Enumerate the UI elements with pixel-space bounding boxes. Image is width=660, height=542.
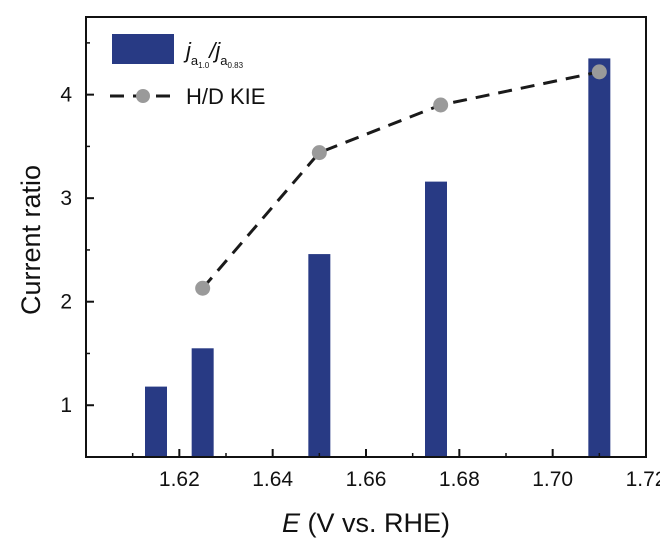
legend-kie-label: H/D KIE xyxy=(186,84,265,109)
x-tick-label: 1.64 xyxy=(252,468,293,491)
x-axis-title: E (V vs. RHE) xyxy=(282,508,450,538)
bar xyxy=(425,181,447,458)
bar xyxy=(191,348,214,457)
kie-point xyxy=(195,280,211,296)
y-tick-label: 4 xyxy=(60,84,72,107)
kie-point xyxy=(591,64,607,80)
x-tick-label: 1.68 xyxy=(439,468,480,491)
plot-frame xyxy=(85,16,647,458)
x-axis-title-variable: E xyxy=(282,508,301,538)
legend-bar-label: ja1.0/ja0.83 xyxy=(183,38,244,70)
kie-point xyxy=(311,145,327,161)
x-tick-label: 1.72 xyxy=(626,468,660,491)
y-tick-label: 1 xyxy=(60,394,72,417)
y-tick-label: 2 xyxy=(60,291,72,314)
legend: ja1.0/ja0.83 H/D KIE xyxy=(110,34,265,109)
bar xyxy=(308,254,331,457)
y-axis-title: Current ratio xyxy=(16,165,46,315)
y-axis-ticks: 1 2 3 4 xyxy=(60,42,94,417)
legend-bar-swatch xyxy=(112,34,174,64)
kie-point xyxy=(433,97,449,113)
kie-series-markers xyxy=(195,64,607,296)
x-axis-ticks: 1.62 1.64 1.66 1.68 1.70 1.72 xyxy=(131,449,660,491)
x-tick-label: 1.70 xyxy=(532,468,573,491)
y-tick-label: 3 xyxy=(60,187,72,210)
bar xyxy=(145,386,167,457)
bar xyxy=(588,58,611,457)
x-tick-label: 1.62 xyxy=(159,468,200,491)
x-tick-label: 1.66 xyxy=(346,468,387,491)
x-axis-title-unit: (V vs. RHE) xyxy=(300,508,450,538)
legend-kie-marker xyxy=(136,89,150,103)
bar-series xyxy=(145,58,611,458)
